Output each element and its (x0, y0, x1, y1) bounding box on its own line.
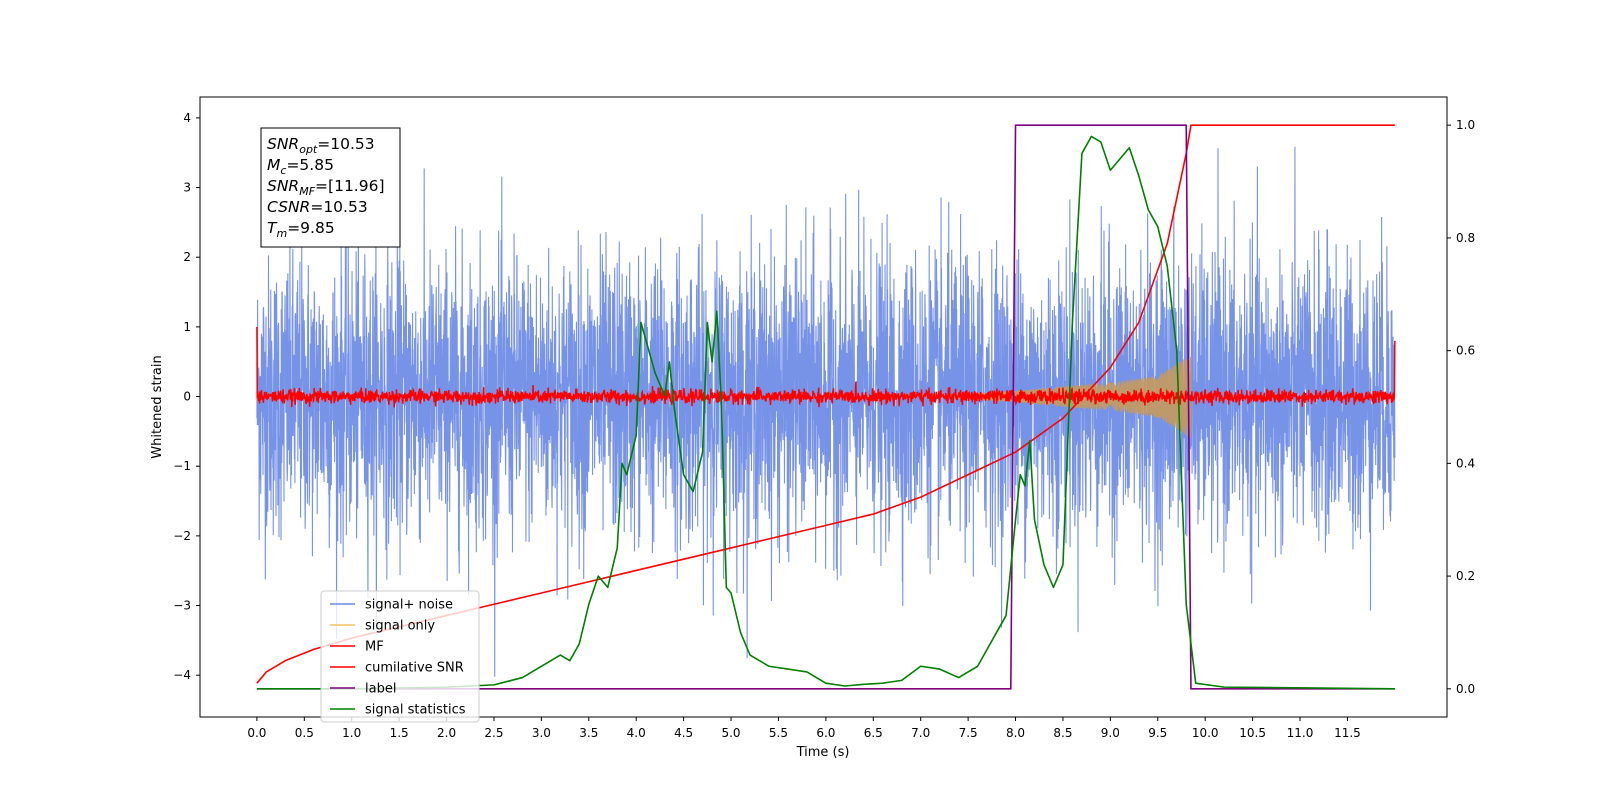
y-tick-label: −4 (173, 668, 191, 682)
x-tick-label: 0.0 (247, 726, 266, 740)
y-tick-label: −3 (173, 599, 191, 613)
y2-tick-label: 0.2 (1456, 569, 1475, 583)
annotation-line: SNRopt=10.53 (267, 135, 375, 156)
y2-tick-label: 0.4 (1456, 456, 1475, 470)
legend-label: signal statistics (365, 703, 466, 718)
x-tick-label: 1.5 (390, 726, 409, 740)
annotation-line: Mc=5.85 (267, 156, 334, 177)
x-tick-label: 3.5 (579, 726, 598, 740)
x-tick-label: 10.5 (1239, 726, 1266, 740)
x-tick-label: 5.5 (769, 726, 788, 740)
x-tick-label: 1.0 (342, 726, 361, 740)
x-tick-label: 6.0 (816, 726, 835, 740)
legend-label: cumilative SNR (365, 661, 464, 676)
x-tick-label: 11.0 (1287, 726, 1314, 740)
x-tick-label: 0.5 (295, 726, 314, 740)
x-tick-label: 2.5 (484, 726, 503, 740)
x-axis-label: Time (s) (796, 745, 850, 760)
legend-item: label (330, 682, 396, 697)
y2-tick-label: 0.0 (1456, 682, 1475, 696)
y-tick-label: 3 (183, 181, 191, 195)
annotation-line: SNRMF=[11.96] (267, 177, 385, 198)
x-tick-label: 4.5 (674, 726, 693, 740)
x-tick-label: 7.5 (959, 726, 978, 740)
y-tick-label: 4 (183, 111, 191, 125)
legend-item: signal only (330, 619, 435, 634)
y-tick-label: −2 (173, 529, 191, 543)
legend-label: signal only (365, 619, 435, 634)
legend-label: label (365, 682, 396, 697)
legend-item: signal+ noise (330, 598, 453, 613)
legend: signal+ noise signal only MF cumilative SNR… (320, 590, 480, 723)
annotation-box: SNRopt=10.53Mc=5.85SNRMF=[11.96]CSNR=10.… (260, 127, 401, 248)
x-tick-label: 3.0 (532, 726, 551, 740)
y-tick-label: 1 (183, 320, 191, 334)
x-tick-label: 7.0 (911, 726, 930, 740)
x-axis: 0.0 0.5 1.0 1.5 2.0 2.5 3.0 3.5 4.0 4.5 5.0 5.5 6.0 6… (247, 717, 1361, 740)
x-tick-label: 4.0 (627, 726, 646, 740)
y2-tick-label: 0.6 (1456, 344, 1475, 358)
legend-item: MF (330, 640, 384, 655)
legend-item: cumilative SNR (330, 661, 464, 676)
annotation-line: CSNR=10.53 (267, 198, 368, 216)
y2-tick-label: 1.0 (1456, 118, 1475, 132)
x-tick-label: 9.5 (1148, 726, 1167, 740)
y-tick-label: 2 (183, 250, 191, 264)
y-tick-label: 0 (183, 390, 191, 404)
x-tick-label: 9.0 (1101, 726, 1120, 740)
series-signal-statistics (256, 135, 1395, 690)
y2-tick-label: 0.8 (1456, 231, 1475, 245)
legend-label: MF (365, 640, 384, 655)
series-mf (256, 326, 1396, 408)
y-axis-left: 4 3 2 1 0 −1 −2 −3 −4 (173, 111, 200, 682)
series-signal-noise (256, 146, 1396, 677)
legend-item: signal statistics (330, 703, 466, 718)
series-label (256, 124, 1395, 690)
x-tick-label: 10.0 (1192, 726, 1219, 740)
plot-frame (199, 96, 1448, 718)
x-tick-label: 2.0 (437, 726, 456, 740)
x-tick-label: 6.5 (864, 726, 883, 740)
y-tick-label: −1 (173, 459, 191, 473)
x-tick-label: 8.0 (1006, 726, 1025, 740)
y-axis-label: Whitened strain (150, 355, 165, 458)
legend-label: signal+ noise (365, 598, 453, 613)
annotation-line: Tm=9.85 (267, 219, 335, 240)
x-tick-label: 8.5 (1053, 726, 1072, 740)
x-tick-label: 5.0 (721, 726, 740, 740)
y-axis-right: 1.0 0.8 0.6 0.4 0.2 0.0 (1447, 118, 1475, 696)
x-tick-label: 11.5 (1334, 726, 1361, 740)
